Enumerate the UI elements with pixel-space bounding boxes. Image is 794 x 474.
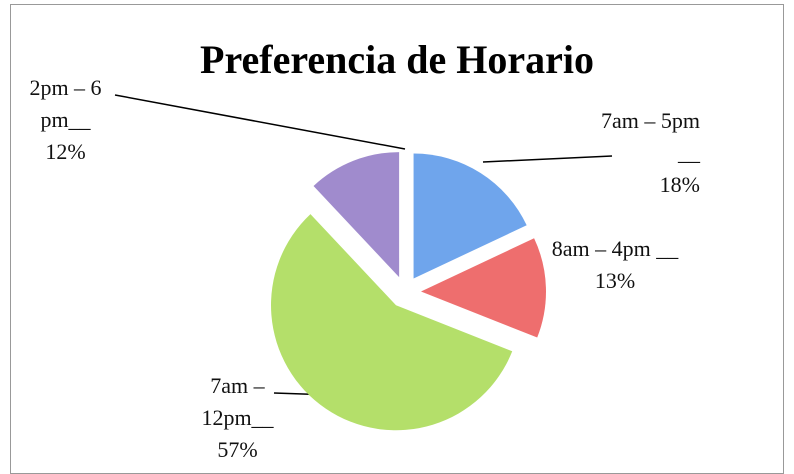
value-label: 57% bbox=[217, 437, 258, 462]
value-label: 12% bbox=[45, 139, 86, 164]
slice-label: 7am – 12pm__ 57% bbox=[185, 370, 290, 466]
value-label: 13% bbox=[594, 268, 636, 293]
slice-label: 8am – 4pm __ 13% bbox=[545, 233, 685, 297]
leader-line bbox=[114, 94, 406, 150]
pie-slice bbox=[271, 214, 513, 431]
value-label: 18% bbox=[659, 172, 700, 197]
pie-slice bbox=[413, 153, 527, 279]
slice-label: 2pm – 6 pm__ 12% bbox=[18, 72, 113, 168]
category-label: 8am – 4pm __ bbox=[551, 236, 679, 261]
pie-slice bbox=[313, 152, 400, 278]
leader-line bbox=[482, 155, 613, 163]
pie-slice bbox=[420, 238, 546, 338]
slice-label: 7am – 5pm __ 18% bbox=[590, 105, 700, 201]
chart-title: Preferencia de Horario bbox=[200, 37, 594, 82]
category-label: 2pm – 6 pm__ bbox=[29, 75, 102, 132]
category-label: 7am – 5pm __ bbox=[601, 108, 700, 165]
category-label: 7am – 12pm__ bbox=[201, 373, 274, 430]
